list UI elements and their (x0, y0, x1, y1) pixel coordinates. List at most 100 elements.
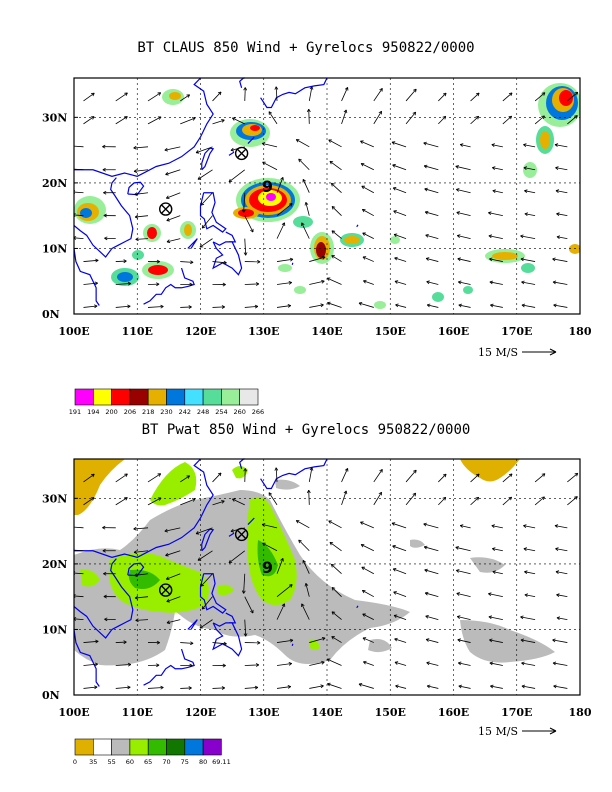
lat-tick-label: 0N (42, 689, 60, 702)
wind-vector-head (555, 570, 560, 574)
wind-vector-head (302, 178, 306, 183)
wind-vector (276, 203, 293, 216)
wind-vector-head (329, 541, 334, 546)
wind-vector-head (195, 150, 200, 154)
wind-vector-head (295, 139, 300, 143)
wind-vector (523, 525, 536, 529)
wind-vector (567, 496, 578, 506)
wind-vector-head (425, 234, 429, 238)
claus-shading (74, 83, 580, 309)
wind-vector-head (288, 584, 293, 588)
wind-vector (358, 302, 374, 308)
wind-vector (276, 258, 294, 262)
wind-vector-head (127, 281, 132, 286)
wind-vector-head (475, 496, 480, 501)
wind-vector (392, 187, 407, 194)
wind-vector-head (392, 164, 396, 168)
wind-vector-head (280, 558, 284, 562)
wind-vector-head (189, 282, 193, 287)
wind-vector (197, 550, 213, 561)
wind-vector (328, 520, 342, 529)
wind-vector (393, 591, 407, 598)
wind-vector (393, 210, 407, 217)
lat-tick-label: 0N (42, 308, 60, 321)
wind-vector-head (574, 472, 579, 477)
wind-vector-head (424, 210, 429, 215)
wind-vector (276, 177, 284, 193)
wind-vector-head (217, 91, 222, 96)
wind-vector (521, 281, 536, 285)
wind-vector-head (361, 589, 366, 594)
wind-vector-head (165, 576, 170, 581)
wind-vector-head (556, 593, 560, 598)
wind-vector-head (394, 661, 399, 665)
claus-wind-scale-label: 15 M/S (478, 346, 518, 359)
wind-vector-head (426, 303, 431, 308)
wind-vector (405, 492, 417, 506)
wind-vector (195, 527, 213, 535)
claus-coastlines (73, 77, 359, 306)
wind-vector-head (491, 143, 495, 147)
wind-vector-head (344, 468, 349, 472)
wind-vector-head (508, 496, 513, 501)
wind-vector-head (274, 467, 279, 471)
colorbar-label: 70 (162, 758, 170, 766)
wind-vector (147, 306, 164, 308)
wind-vector (405, 111, 417, 125)
wind-vector (165, 550, 181, 556)
wind-vector-head (327, 682, 331, 687)
wind-vector-head (94, 662, 98, 667)
wind-vector (201, 596, 213, 610)
wind-vector-head (262, 542, 266, 547)
wind-vector (341, 490, 347, 506)
wind-vector-head (524, 189, 528, 194)
wind-vector (460, 525, 471, 529)
wind-vector (212, 119, 225, 125)
lon-tick-label: 180 (569, 325, 592, 338)
wind-vector-head (425, 638, 430, 642)
wind-vector (361, 566, 374, 575)
lon-tick-label: 180 (569, 706, 592, 719)
wind-vector (276, 222, 285, 239)
claus-lat-labels: 0N 10N 20N 30N (42, 111, 78, 321)
wind-vector-head (330, 182, 335, 187)
coastline (247, 136, 255, 144)
wind-vector-head (457, 257, 461, 262)
wind-vector-head (556, 212, 560, 217)
wind-vector (521, 662, 536, 666)
wind-vector (457, 616, 471, 621)
wind-vector-head (94, 685, 98, 690)
wind-vector-head (156, 640, 160, 645)
wind-vector-head (490, 684, 494, 689)
wind-vector-head (459, 143, 464, 147)
wind-vector-head (552, 638, 556, 643)
wind-vector (329, 541, 342, 552)
wind-vector-head (197, 557, 202, 561)
coastline (247, 517, 255, 525)
wind-vector-head (189, 663, 193, 668)
lon-tick-label: 130E (248, 325, 279, 338)
wind-vector-head (331, 636, 335, 640)
wind-vector (424, 546, 439, 552)
lon-tick-label: 120E (185, 706, 216, 719)
wind-vector (164, 146, 181, 151)
wind-vector (134, 192, 149, 195)
wind-vector-head (492, 189, 496, 194)
wind-vector (244, 468, 246, 482)
coastline (228, 151, 235, 156)
wind-vector-head (223, 641, 227, 646)
wind-vector-head (521, 303, 526, 308)
wind-vector-head (523, 547, 528, 551)
wind-vector (74, 191, 84, 194)
wind-vector-head (455, 546, 459, 550)
wind-vector (556, 594, 568, 598)
wind-vector-head (508, 115, 513, 120)
wind-vector (115, 116, 128, 125)
wind-vector (326, 277, 342, 285)
claus-colorbar: 191 194 200 206 218 230 242 248 254 260 266 (69, 388, 264, 416)
wind-vector-head (552, 280, 557, 285)
wind-vector-head (188, 686, 192, 690)
wind-vector-head (520, 615, 524, 620)
wind-vector-head (491, 524, 495, 528)
wind-vector (394, 638, 407, 643)
